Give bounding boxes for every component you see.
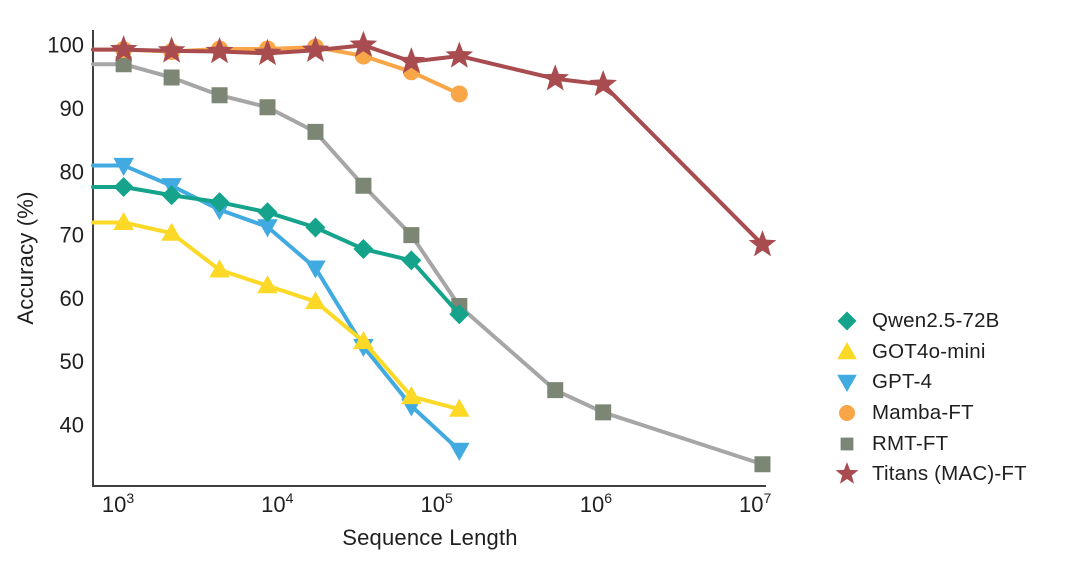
legend-label: RMT-FT	[872, 431, 949, 455]
diamond-icon	[837, 311, 857, 331]
x-tick-labels: 103 104 105 106 107	[102, 490, 772, 517]
legend: Qwen2.5-72B GOT4o-mini GPT-4 Mamba-FT RM…	[834, 306, 1027, 490]
legend-item-gpt-4: GPT-4	[834, 367, 1027, 398]
legend-label: GPT-4	[872, 370, 933, 394]
svg-text:103: 103	[102, 490, 134, 517]
svg-text:40: 40	[60, 413, 84, 438]
svg-text:70: 70	[60, 223, 84, 248]
legend-label: Mamba-FT	[872, 401, 974, 425]
legend-item-titans-mac-ft: Titans (MAC)-FT	[834, 459, 1027, 490]
legend-item-rmt-ft: RMT-FT	[834, 428, 1027, 459]
axes	[92, 30, 766, 487]
svg-text:107: 107	[739, 490, 771, 517]
square-icon	[840, 437, 854, 451]
star-icon	[835, 462, 859, 484]
y-tick-labels: 40 50 60 70 80 90 100	[47, 33, 84, 438]
series-gpt-4	[91, 157, 470, 461]
svg-text:104: 104	[261, 490, 293, 517]
svg-text:50: 50	[60, 349, 84, 374]
legend-item-qwen2-5-72b: Qwen2.5-72B	[834, 306, 1027, 337]
legend-item-mamba-ft: Mamba-FT	[834, 398, 1027, 429]
triangle-down-icon	[837, 375, 857, 393]
y-axis-title: Accuracy (%)	[13, 191, 38, 325]
svg-text:90: 90	[60, 96, 84, 121]
x-axis-title: Sequence Length	[342, 525, 518, 550]
svg-text:105: 105	[420, 490, 452, 517]
series-qwen2-5-72b	[91, 176, 470, 325]
circle-icon	[839, 405, 855, 422]
series-got4o-mini	[91, 211, 470, 417]
legend-label: Titans (MAC)-FT	[872, 462, 1027, 486]
legend-label: GOT4o-mini	[872, 339, 986, 363]
legend-item-got4o-mini: GOT4o-mini	[834, 337, 1027, 368]
svg-text:60: 60	[60, 286, 84, 311]
legend-label: Qwen2.5-72B	[872, 309, 1000, 333]
series-rmt-ft	[91, 56, 771, 473]
svg-text:106: 106	[580, 490, 612, 517]
svg-text:100: 100	[47, 33, 84, 58]
triangle-up-icon	[837, 341, 857, 360]
series-titans-mac-ft	[91, 30, 777, 257]
svg-text:80: 80	[60, 159, 84, 184]
